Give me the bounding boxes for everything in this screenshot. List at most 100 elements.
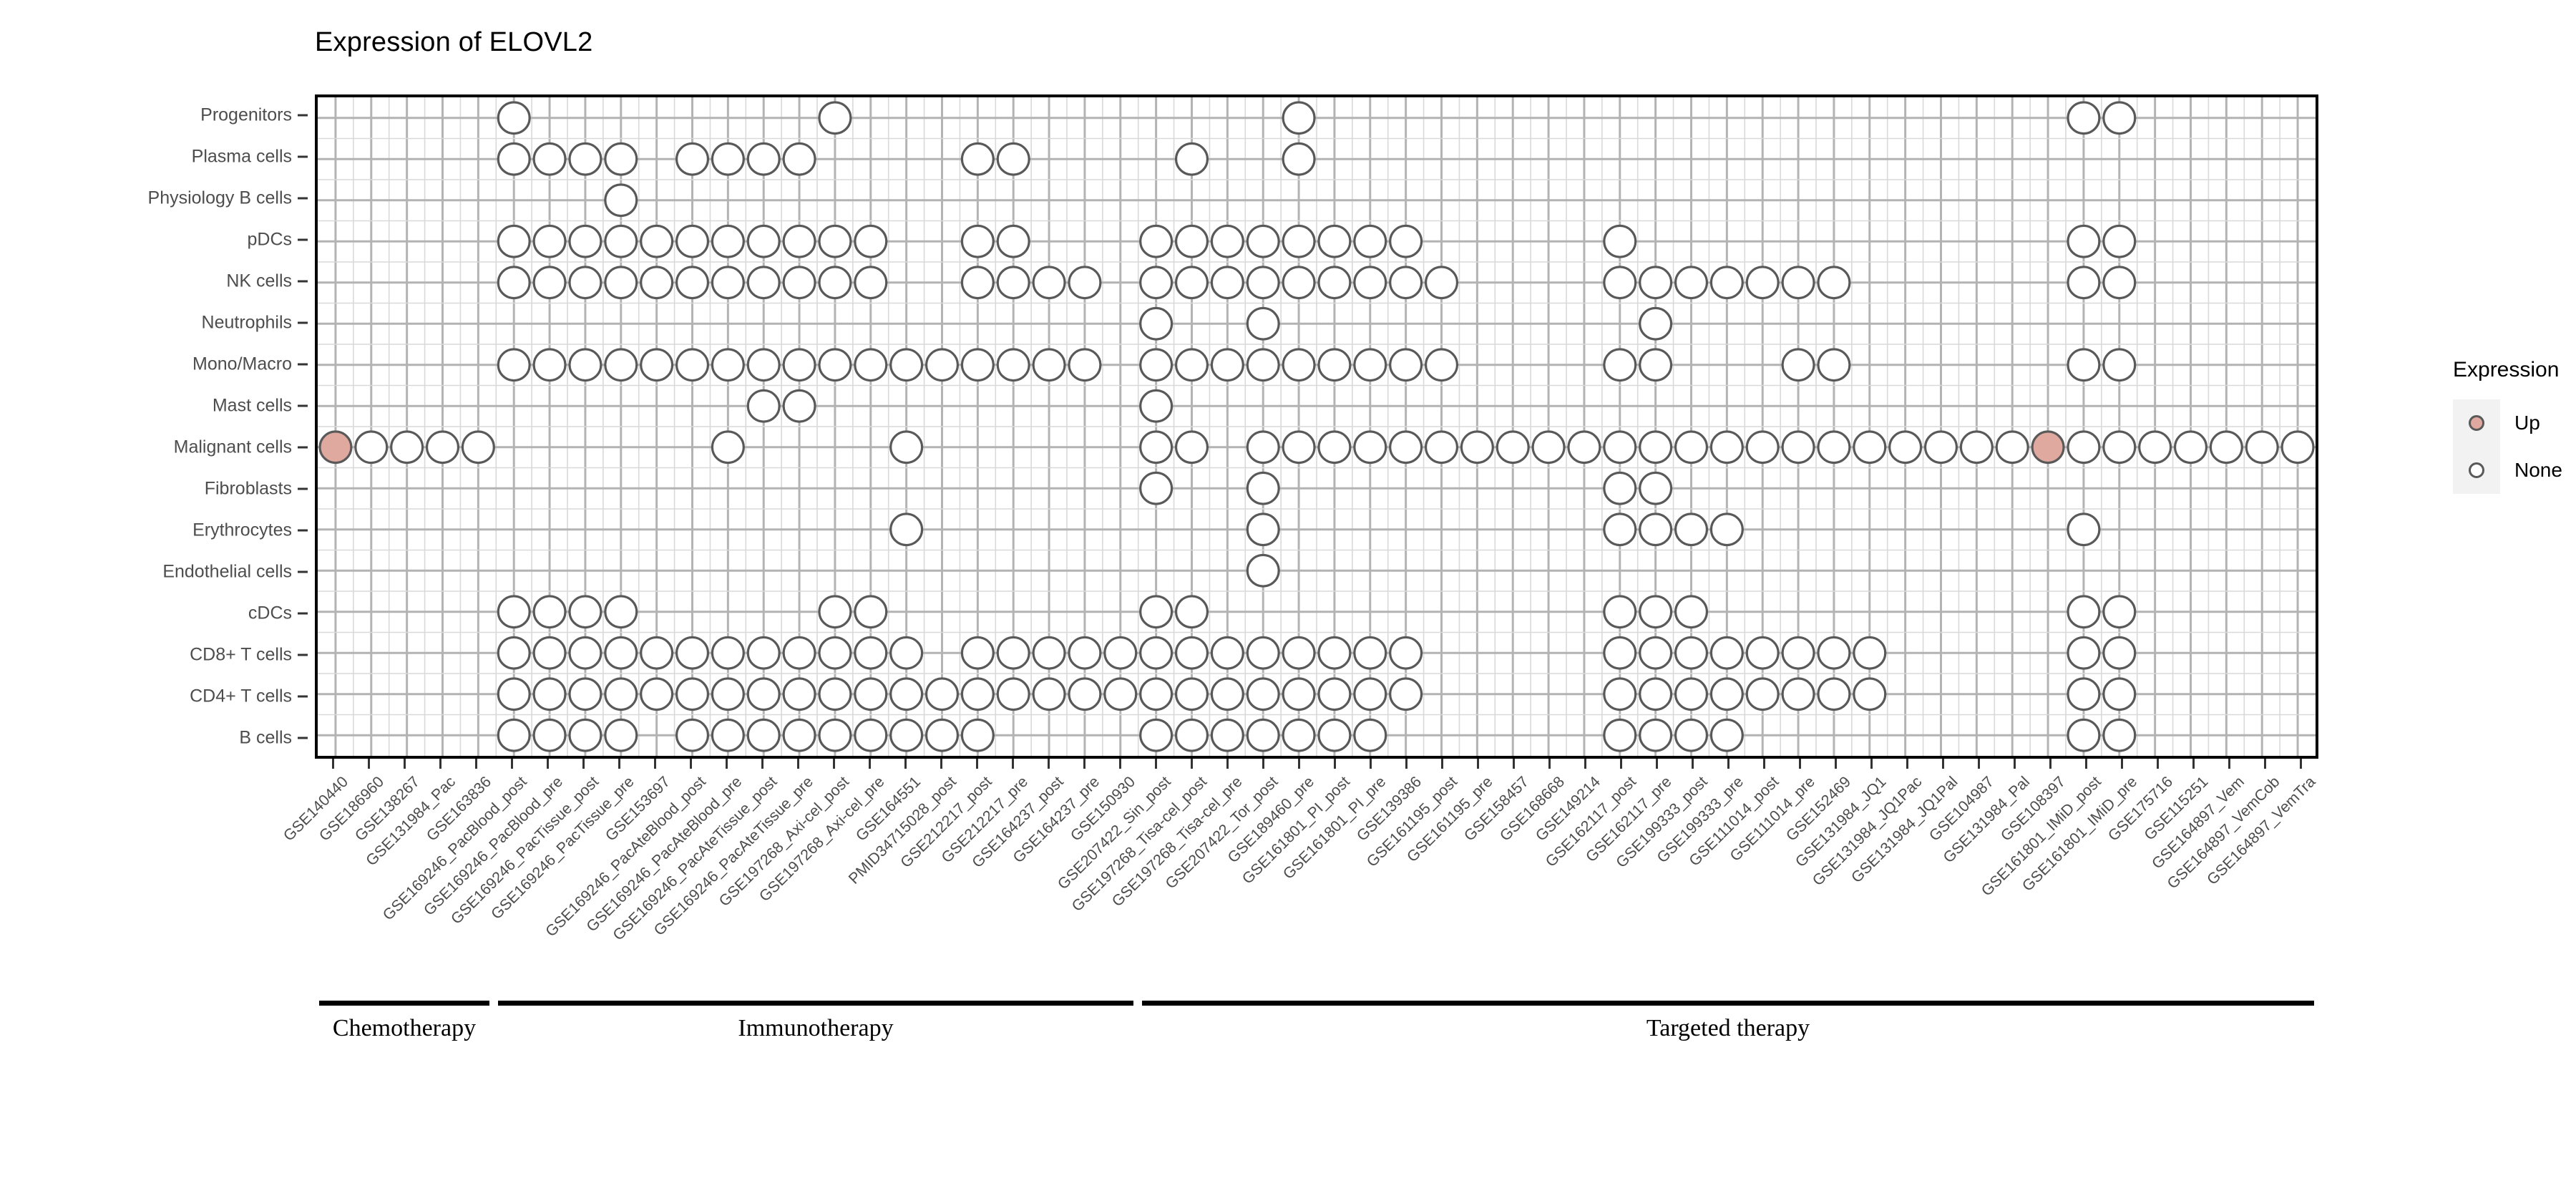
x-axis-tick <box>2263 759 2266 769</box>
y-axis-tick <box>298 446 308 449</box>
y-axis-label-endothelial-cells: Endothelial cells <box>162 561 292 582</box>
y-axis-tick <box>298 197 308 200</box>
y-axis: Progenitors Plasma cells Physiology B cell… <box>0 94 308 759</box>
y-axis-tick <box>298 363 308 366</box>
x-axis-tick <box>1655 759 1658 769</box>
x-axis-tick <box>832 759 835 769</box>
group-label-chemotherapy: Chemotherapy <box>332 1015 477 1041</box>
x-axis-tick <box>1333 759 1336 769</box>
group-bracket-targeted-therapy <box>1142 1001 2314 1006</box>
x-axis-tick <box>1619 759 1622 769</box>
legend-items: Up None <box>2453 399 2575 494</box>
x-axis-tick <box>1405 759 1407 769</box>
y-axis-tick <box>298 280 308 283</box>
x-axis-tick <box>868 759 871 769</box>
x-axis-tick <box>2084 759 2087 769</box>
y-axis-label-nk-cells: NK cells <box>226 271 292 291</box>
x-axis-tick <box>1262 759 1264 769</box>
legend-item-none[interactable]: None <box>2453 447 2575 494</box>
y-axis-tick <box>298 155 308 158</box>
x-axis-tick <box>367 759 370 769</box>
group-bracket-chemotherapy <box>319 1001 489 1006</box>
x-axis-tick <box>2156 759 2159 769</box>
x-axis-tick <box>689 759 692 769</box>
y-axis-tick <box>298 529 308 532</box>
x-axis-tick <box>1118 759 1121 769</box>
x-axis-tick <box>439 759 441 769</box>
x-axis-tick <box>2228 759 2230 769</box>
x-axis: GSE140440 GSE186960 GSE138267 GSE131984_Pac… <box>280 759 2319 1002</box>
x-axis-tick <box>546 759 549 769</box>
x-axis-tick <box>796 759 799 769</box>
x-axis-tick <box>1512 759 1515 769</box>
x-axis-tick <box>1584 759 1586 769</box>
x-axis-tick <box>1440 759 1443 769</box>
y-axis-tick <box>298 612 308 615</box>
x-axis-tick <box>940 759 942 769</box>
y-axis-label-mono-macro: Mono/Macro <box>192 354 292 374</box>
y-axis-label-cd4-t-cells: CD4+ T cells <box>190 686 292 706</box>
legend-dot-icon <box>2469 415 2484 431</box>
legend-dot-icon <box>2469 462 2484 478</box>
y-axis-label-malignant-cells: Malignant cells <box>173 437 292 457</box>
y-axis-tick <box>298 114 308 117</box>
y-axis-tick <box>298 570 308 573</box>
y-axis-label-cdcs: cDCs <box>248 603 292 623</box>
y-axis-tick <box>298 695 308 698</box>
y-axis-label-cd8-t-cells: CD8+ T cells <box>190 644 292 665</box>
x-axis-tick <box>331 759 334 769</box>
y-axis-tick <box>298 238 308 241</box>
y-axis-label-erythrocytes: Erythrocytes <box>192 520 292 540</box>
x-axis-tick <box>1011 759 1014 769</box>
y-axis-tick <box>298 321 308 324</box>
x-axis-tick <box>1834 759 1837 769</box>
x-axis-tick <box>1548 759 1551 769</box>
legend-label: Up <box>2514 412 2540 434</box>
x-axis-tick <box>2120 759 2123 769</box>
x-axis-tick <box>1977 759 1980 769</box>
x-axis-tick <box>1369 759 1372 769</box>
y-axis-tick <box>298 653 308 656</box>
y-axis-label-neutrophils: Neutrophils <box>201 312 292 333</box>
y-axis-label-fibroblasts: Fibroblasts <box>204 478 292 499</box>
group-label-targeted-therapy: Targeted therapy <box>1646 1015 1810 1041</box>
x-axis-tick <box>1083 759 1085 769</box>
x-axis-tick <box>975 759 978 769</box>
legend: Expression Up None <box>2453 358 2575 494</box>
x-axis-tick <box>1476 759 1479 769</box>
x-axis-tick <box>725 759 728 769</box>
x-axis-tick <box>1226 759 1229 769</box>
page-title: Expression of ELOVL2 <box>315 27 593 57</box>
x-axis-tick <box>1870 759 1873 769</box>
x-axis-tick <box>1154 759 1157 769</box>
x-axis-tick <box>761 759 763 769</box>
x-axis-tick <box>1798 759 1801 769</box>
legend-label: None <box>2514 459 2562 481</box>
legend-key-swatch <box>2453 447 2500 494</box>
y-axis-label-pdcs: pDCs <box>247 229 292 250</box>
x-axis-tick <box>2299 759 2302 769</box>
x-axis-tick <box>1691 759 1694 769</box>
y-axis-tick <box>298 737 308 739</box>
y-axis-label-progenitors: Progenitors <box>200 105 292 125</box>
x-axis-tick <box>403 759 406 769</box>
legend-item-up[interactable]: Up <box>2453 399 2575 447</box>
x-axis-tick <box>653 759 656 769</box>
y-axis-label-mast-cells: Mast cells <box>212 395 292 416</box>
x-axis-tick <box>2013 759 2016 769</box>
group-bracket-immunotherapy <box>498 1001 1133 1006</box>
y-axis-label-b-cells: B cells <box>239 727 292 748</box>
x-axis-tick <box>1906 759 1908 769</box>
x-axis-tick <box>2192 759 2195 769</box>
group-label-immunotherapy: Immunotherapy <box>738 1015 894 1041</box>
x-axis-tick <box>582 759 585 769</box>
therapy-group-annotations: Chemotherapy Immunotherapy Targeted therap… <box>0 1001 2576 1087</box>
plot-panel <box>315 94 2318 759</box>
x-axis-tick <box>1190 759 1193 769</box>
y-axis-label-physiology-b-cells: Physiology B cells <box>147 188 292 208</box>
x-axis-tick <box>1047 759 1050 769</box>
y-axis-tick <box>298 404 308 407</box>
legend-key-swatch <box>2453 399 2500 447</box>
dot-layer <box>318 97 2316 756</box>
